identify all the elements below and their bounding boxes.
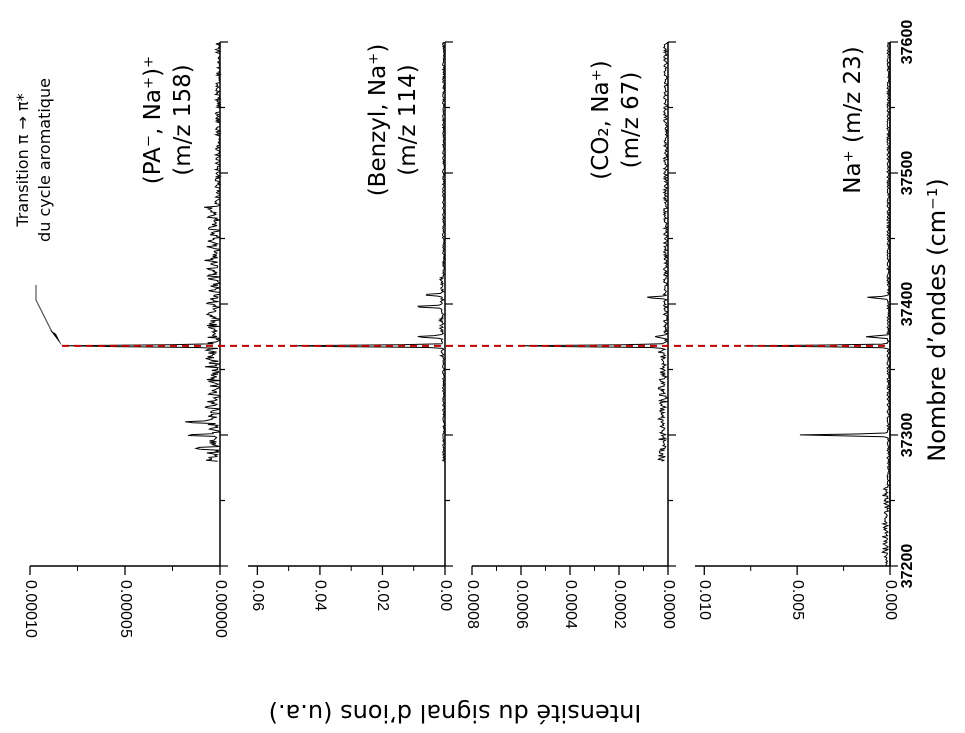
panel-2-y-tick-label: 0.00	[437, 580, 454, 611]
annotation-line1: Transition π → π*	[13, 93, 32, 227]
x-tick-label: 37500	[899, 151, 916, 196]
panel-3-y-tick-label: 0.0000	[660, 580, 677, 629]
x-tick-label: 37400	[899, 282, 916, 327]
panel-4-y-tick-label: 0.005	[789, 580, 806, 620]
panel-4: 0.000 0.005 0.010 Na⁺ (m/z 23)	[695, 41, 899, 620]
panel-1-title-line1: (PA⁻, Na⁺)⁺	[140, 56, 166, 184]
annotation: Transition π → π* du cycle aromatique	[13, 78, 62, 346]
panel-2-title: (Benzyl, Na⁺) (m/z 114)	[365, 44, 421, 197]
panel-2-y-tick-label: 0.02	[374, 580, 391, 611]
panel-1-y-tick-label: 0.00005	[117, 580, 134, 638]
panel-2-title-line2: (m/z 114)	[395, 64, 421, 175]
panel-3: 0.0000 0.0002 0.0004 0.0006 0.0008 (CO₂, Na⁺)…	[464, 42, 677, 629]
panel-3-title: (CO₂, Na⁺) (m/z 67)	[588, 60, 644, 179]
panel-4-title: Na⁺ (m/z 23)	[840, 46, 866, 194]
panel-3-spectrum	[521, 42, 670, 462]
panel-3-y-tick-label: 0.0004	[562, 580, 579, 629]
panel-2-y-tick-label: 0.04	[312, 580, 329, 611]
panel-3-y-tick-label: 0.0002	[611, 580, 628, 629]
panel-4-y-tick-label: 0.000	[882, 580, 899, 620]
x-tick-label: 37600	[899, 20, 916, 65]
panel-1-title: (PA⁻, Na⁺)⁺ (m/z 158)	[140, 56, 196, 184]
panel-2: 0.00 0.02 0.04 0.06 (Benzyl, Na⁺) (m/z 114)	[248, 41, 454, 611]
annotation-arrow	[35, 285, 53, 333]
annotation-arrowhead	[50, 329, 62, 346]
panel-4-spectrum	[744, 41, 891, 567]
annotation-line2: du cycle aromatique	[35, 78, 54, 242]
panel-2-spectrum	[292, 41, 446, 462]
panel-4-title-line1: Na⁺ (m/z 23)	[840, 46, 866, 194]
panel-3-title-line1: (CO₂, Na⁺)	[588, 60, 614, 179]
panel-1-title-line2: (m/z 158)	[170, 64, 196, 175]
panel-4-y-tick-label: 0.010	[696, 580, 713, 620]
panel-2-title-line1: (Benzyl, Na⁺)	[365, 44, 391, 197]
panel-3-title-line2: (m/z 67)	[618, 72, 644, 169]
panel-3-y-tick-label: 0.0006	[513, 580, 530, 629]
x-tick-label: 37300	[899, 413, 916, 458]
panel-1-y-tick-label: 0.00000	[212, 580, 229, 638]
panel-1-y-tick-label: 0.00010	[22, 580, 39, 638]
x-tick-label: 37200	[899, 544, 916, 589]
panel-1: 0.00000 0.00005 0.00010 (PA⁻, Na⁺)⁺ (m/z 158…	[22, 42, 229, 638]
panel-2-y-tick-label: 0.06	[249, 580, 266, 611]
x-axis-title: Nombre d’ondes (cm⁻¹)	[923, 178, 951, 461]
y-axis-title: Intensité du signal d’ions (u.a.)	[269, 699, 642, 727]
panel-3-y-tick-label: 0.0008	[464, 580, 481, 629]
